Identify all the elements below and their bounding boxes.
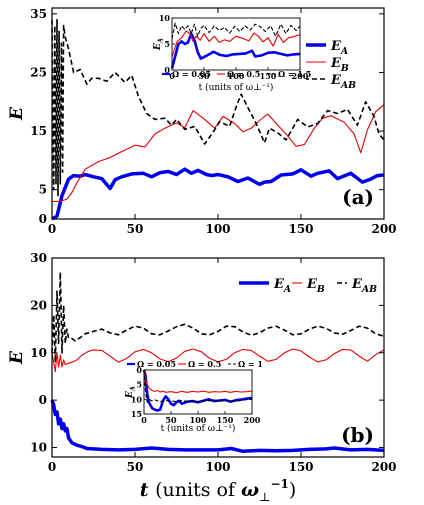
inset-legend-label-1: Ω = 0.5 [188, 359, 221, 369]
inset-x-axis-label: t (units of ω⊥⁻¹) [199, 82, 274, 93]
inset-y-axis-label-sub: A [129, 386, 137, 392]
inset-legend-label-2: Ω = 1 [238, 359, 263, 369]
legend-label-e-b: EB [306, 277, 325, 295]
legend-label-e-a-sub: A [340, 46, 348, 57]
x-tick-label: 50 [127, 222, 144, 236]
inset-y-tick-label: 5 [164, 39, 170, 49]
inset-legend-label-2: Ω = 1.5 [278, 69, 311, 79]
legend-label-e-b: EB [330, 56, 349, 74]
y-axis-label: E [7, 106, 27, 121]
inset-x-tick-label: 100 [228, 71, 245, 81]
legend-label-e-a-main: E [330, 39, 342, 54]
x-tick-label: 150 [288, 460, 313, 474]
x-axis-label-part-4: −1 [270, 477, 288, 491]
inset-series-2 [171, 22, 301, 39]
series-e-a [50, 399, 385, 454]
panel-label: (b) [341, 423, 374, 447]
y-tick-label: 15 [30, 124, 47, 138]
legend-label-e-b-sub: B [316, 284, 325, 295]
inset-y-axis-label-sub: A [157, 38, 165, 44]
y-tick-label: 25 [30, 65, 47, 79]
inset-y-axis-label-main: E [125, 391, 135, 399]
legend-label-e-ab: EAB [330, 73, 356, 91]
legend-label-e-a-main: E [273, 277, 285, 292]
x-axis-label-text: t (units of ω⊥−1) [140, 477, 297, 504]
legend-label-e-ab-main: E [351, 277, 363, 292]
inset-x-tick-label: 100 [190, 415, 207, 425]
x-tick-label: 200 [371, 222, 396, 236]
y-tick-label: 20 [30, 298, 47, 312]
inset-y-axis-label: EA [125, 386, 137, 399]
inset-y-tick-label: 10 [131, 394, 143, 404]
inset-y-tick-label: 10 [159, 13, 171, 23]
inset-y-tick-label: 0 [164, 65, 170, 75]
inset-y-axis-label: EA [153, 38, 165, 51]
legend-label-e-ab-main: E [330, 73, 342, 88]
legend-label-e-ab-sub: AB [340, 80, 356, 91]
inset-legend-label-0: Ω = 0.05 [137, 359, 176, 369]
x-axis-label-part-2: ω [241, 479, 259, 501]
x-tick-label: 0 [48, 460, 56, 474]
inset-legend-label-0: Ω = 0.05 [172, 69, 211, 79]
inset-series-0 [170, 32, 301, 69]
y-tick-label: 35 [30, 7, 47, 21]
y-tick-label: 10 [30, 346, 47, 360]
y-tick-label: 0 [39, 212, 47, 226]
series-e-ab [51, 271, 385, 363]
x-tick-label: 50 [127, 460, 144, 474]
inset-x-tick-label: 200 [244, 415, 261, 425]
legend-label-e-ab-sub: AB [361, 284, 377, 295]
inset-series-2 [143, 369, 253, 403]
series-e-b [52, 104, 385, 202]
y-tick-label: 10 [30, 441, 47, 455]
legend-label-e-a: EA [273, 277, 291, 295]
inset-y-axis-label-main: E [153, 43, 163, 51]
series-e-ab [51, 18, 385, 197]
x-axis-label: t (units of ω⊥−1) [140, 477, 297, 504]
series-e-a [51, 167, 385, 221]
x-tick-label: 200 [371, 460, 396, 474]
legend-label-e-a: EA [330, 39, 348, 57]
inset-x-tick-label: 50 [165, 415, 177, 425]
inset-x-tick-label: 150 [217, 415, 234, 425]
inset-x-axis-label: t (units of ω⊥⁻¹) [161, 423, 236, 434]
inset-x-tick-label: 0 [141, 415, 147, 425]
y-tick-label: 0 [39, 393, 47, 407]
legend-label-e-b-sub: B [340, 63, 349, 74]
y-axis-label: E [7, 350, 27, 365]
x-axis-label-part-3: ⊥ [259, 490, 270, 504]
y-tick-label: 5 [39, 183, 47, 197]
x-tick-label: 100 [205, 460, 230, 474]
x-axis-label-part-0: t [140, 479, 155, 501]
x-tick-label: 150 [288, 222, 313, 236]
inset-y-tick-label: 0 [136, 365, 142, 375]
series-e-b [51, 348, 385, 373]
inset-y-tick-label: 15 [131, 409, 142, 419]
inset-y-tick-label: 5 [136, 380, 142, 390]
legend-label-e-b-main: E [330, 56, 342, 71]
legend-label-e-ab: EAB [351, 277, 377, 295]
x-tick-label: 100 [205, 222, 230, 236]
inset-x-tick-label: 200 [292, 71, 309, 81]
inset-x-tick-label: 150 [260, 71, 277, 81]
inset-legend-label-1: Ω = 0.5 [227, 69, 260, 79]
x-tick-label: 0 [48, 222, 56, 236]
legend-label-e-b-main: E [306, 277, 318, 292]
inset-x-tick-label: 0 [169, 71, 175, 81]
x-axis-label-part-5: ) [289, 479, 296, 501]
inset-series-1 [171, 30, 301, 58]
x-axis-label-part-1: (units of [155, 479, 241, 501]
inset-series-1 [143, 369, 253, 394]
legend-label-e-a-sub: A [283, 284, 291, 295]
inset-x-tick-label: 50 [198, 71, 210, 81]
panel-label: (a) [342, 185, 374, 209]
y-tick-label: 30 [30, 251, 47, 265]
